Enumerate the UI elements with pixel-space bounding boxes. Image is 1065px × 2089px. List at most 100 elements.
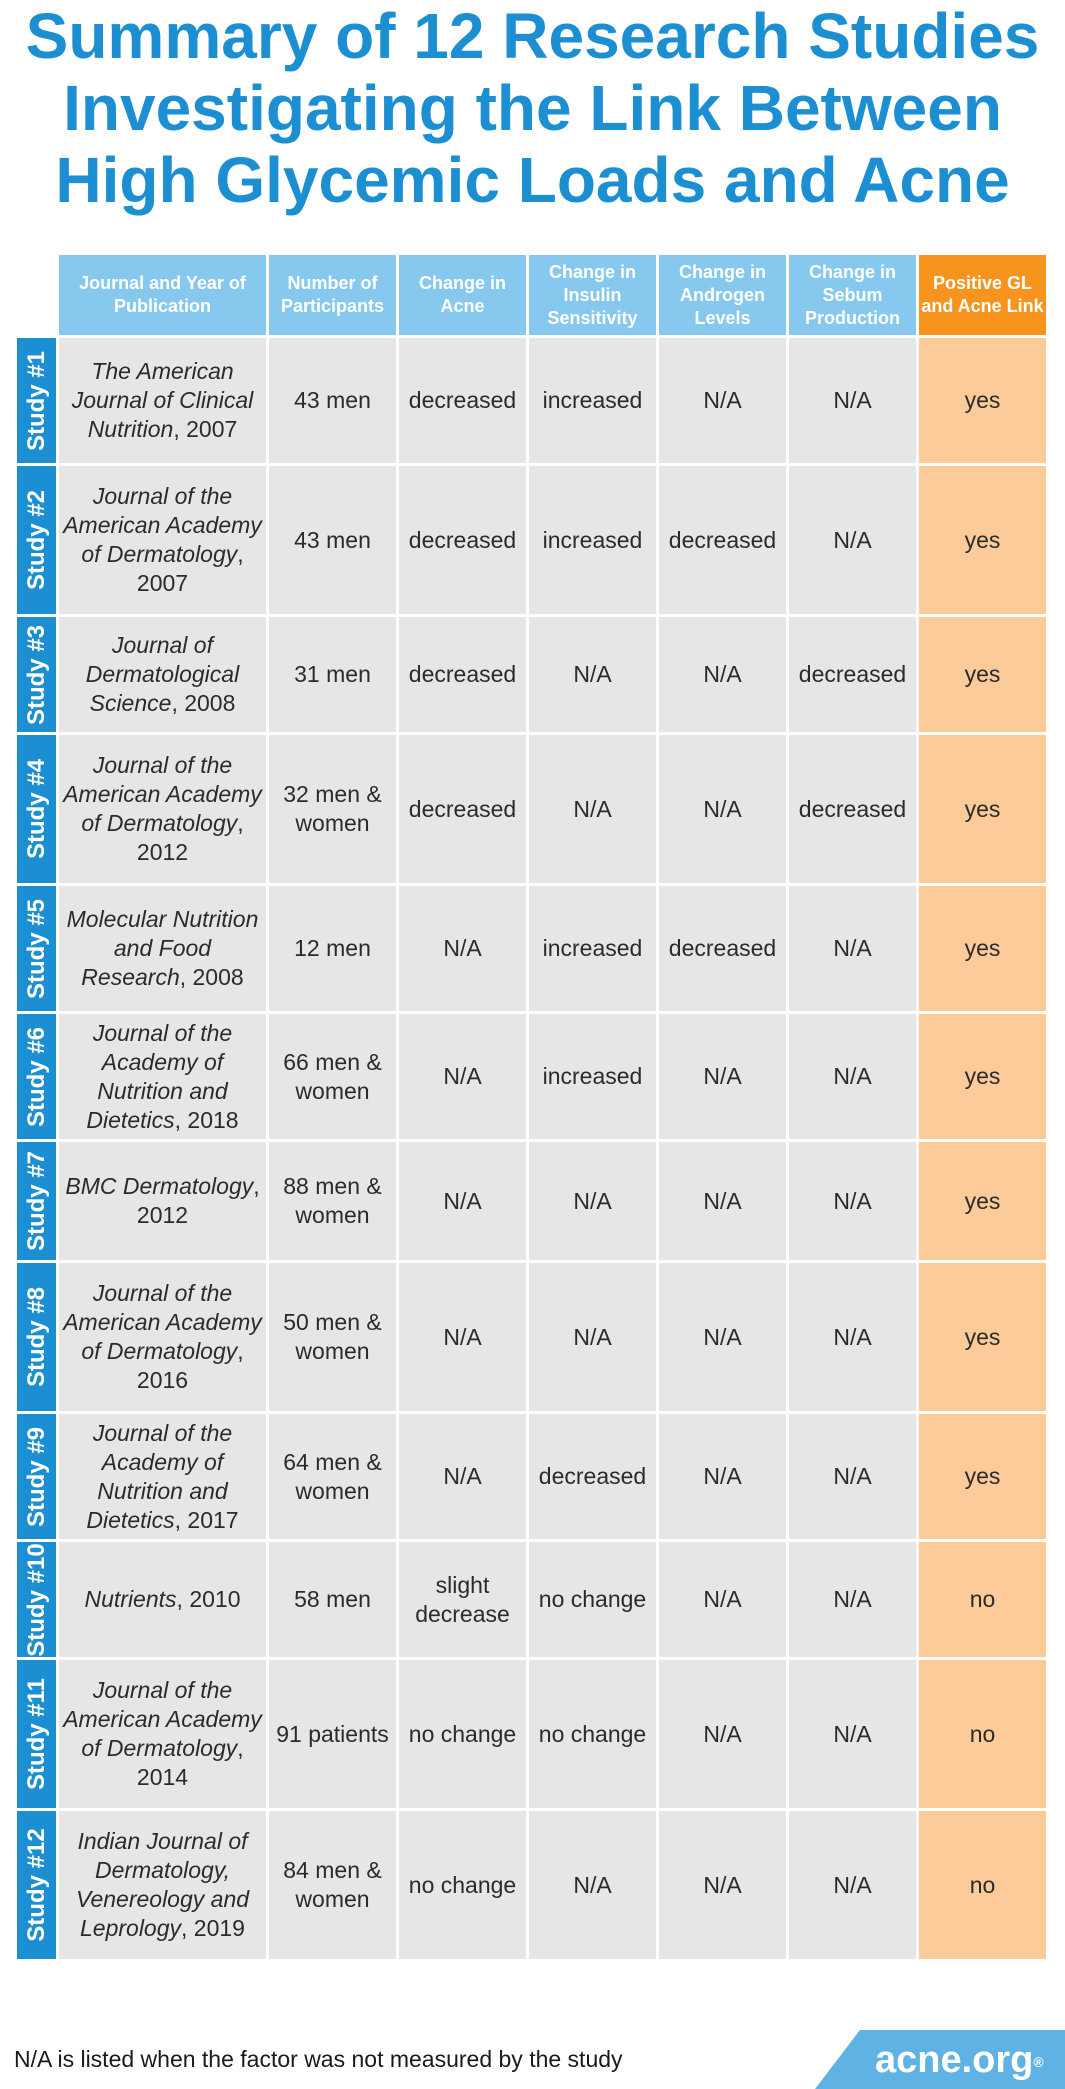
insulin-change-cell: N/A: [529, 735, 656, 883]
acne-change-cell: no change: [399, 1660, 526, 1808]
journal-cell: Molecular Nutrition and Food Research, 2…: [59, 886, 266, 1011]
study-label: Study #7: [22, 1150, 50, 1252]
journal-cell: Indian Journal of Dermatology, Venereolo…: [59, 1811, 266, 1959]
sebum-change-cell: N/A: [789, 1263, 916, 1411]
sebum-change-cell: decreased: [789, 735, 916, 883]
participants-cell: 43 men: [269, 466, 396, 614]
insulin-change-cell: N/A: [529, 617, 656, 732]
androgen-change-cell: N/A: [659, 1811, 786, 1959]
publication-year: , 2012: [136, 810, 244, 865]
publication-year: , 2010: [176, 1586, 241, 1612]
study-label-cell: Study #4: [17, 735, 56, 883]
insulin-change-cell: N/A: [529, 1142, 656, 1260]
androgen-change-cell: N/A: [659, 1142, 786, 1260]
acne-change-cell: decreased: [399, 735, 526, 883]
insulin-change-cell: increased: [529, 338, 656, 463]
acne-change-cell: decreased: [399, 338, 526, 463]
journal-name: BMC Dermatology: [65, 1173, 254, 1199]
androgen-change-cell: N/A: [659, 1014, 786, 1139]
participants-cell: 91 patients: [269, 1660, 396, 1808]
gl-link-cell: yes: [919, 886, 1046, 1011]
insulin-change-cell: N/A: [529, 1811, 656, 1959]
study-label: Study #9: [22, 1426, 50, 1527]
logo-wordmark: acne.org: [875, 2039, 1034, 2081]
table-row: Study #6 Journal of the Academy of Nutrit…: [17, 1014, 1046, 1139]
study-label-cell: Study #9: [17, 1414, 56, 1539]
gl-link-cell: yes: [919, 1263, 1046, 1411]
journal-cell: Journal of the American Academy of Derma…: [59, 1660, 266, 1808]
journal-name: Indian Journal of Dermatology, Venereolo…: [75, 1828, 250, 1941]
gl-link-cell: yes: [919, 1142, 1046, 1260]
insulin-change-cell: no change: [529, 1542, 656, 1657]
participants-cell: 58 men: [269, 1542, 396, 1657]
header-corner: [17, 255, 56, 335]
acne-change-cell: N/A: [399, 1414, 526, 1539]
study-label: Study #10: [22, 1542, 50, 1657]
header-link: Positive GL and Acne Link: [919, 255, 1046, 335]
journal-cell: Journal of the Academy of Nutrition and …: [59, 1014, 266, 1139]
table-row: Study #9 Journal of the Academy of Nutrit…: [17, 1414, 1046, 1539]
study-label-cell: Study #12: [17, 1811, 56, 1959]
journal-cell: Journal of the American Academy of Derma…: [59, 466, 266, 614]
study-label: Study #8: [22, 1286, 50, 1388]
journal-name: Nutrients: [84, 1586, 177, 1612]
androgen-change-cell: decreased: [659, 886, 786, 1011]
table-row: Study #11 Journal of the American Academy…: [17, 1660, 1046, 1808]
study-label-cell: Study #6: [17, 1014, 56, 1139]
header-participants: Number of Participants: [269, 255, 396, 335]
publication-year: , 2008: [171, 690, 236, 716]
androgen-change-cell: N/A: [659, 1542, 786, 1657]
gl-link-cell: no: [919, 1660, 1046, 1808]
publication-year: , 2019: [181, 1915, 245, 1941]
publication-year: , 2018: [174, 1106, 239, 1133]
insulin-change-cell: increased: [529, 466, 656, 614]
table-row: Study #8 Journal of the American Academy …: [17, 1263, 1046, 1411]
androgen-change-cell: N/A: [659, 735, 786, 883]
acne-change-cell: N/A: [399, 1263, 526, 1411]
journal-name: Journal of the American Academy of Derma…: [63, 483, 262, 567]
sebum-change-cell: N/A: [789, 886, 916, 1011]
header-androgen: Change in Androgen Levels: [659, 255, 786, 335]
study-label: Study #4: [22, 758, 50, 860]
sebum-change-cell: N/A: [789, 1414, 916, 1539]
header-acne: Change in Acne: [399, 255, 526, 335]
title-line-1: Summary of 12 Research Studies: [25, 0, 1040, 72]
sebum-change-cell: N/A: [789, 1014, 916, 1139]
journal-name: Journal of Dermatological Science: [85, 632, 240, 716]
participants-cell: 66 men & women: [269, 1014, 396, 1139]
study-label: Study #1: [22, 350, 50, 451]
participants-cell: 84 men & women: [269, 1811, 396, 1959]
study-label: Study #12: [22, 1828, 50, 1942]
journal-name: The American Journal of Clinical Nutriti…: [71, 358, 254, 442]
gl-link-cell: no: [919, 1811, 1046, 1959]
study-label-cell: Study #3: [17, 617, 56, 732]
participants-cell: 64 men & women: [269, 1414, 396, 1539]
study-label-cell: Study #2: [17, 466, 56, 614]
journal-cell: Nutrients, 2010: [59, 1542, 266, 1657]
acne-change-cell: N/A: [399, 886, 526, 1011]
gl-link-cell: yes: [919, 338, 1046, 463]
sebum-change-cell: N/A: [789, 1142, 916, 1260]
insulin-change-cell: increased: [529, 1014, 656, 1139]
acne-change-cell: decreased: [399, 617, 526, 732]
participants-cell: 88 men & women: [269, 1142, 396, 1260]
gl-link-cell: no: [919, 1542, 1046, 1657]
table-row: Study #1 The American Journal of Clinical…: [17, 338, 1046, 463]
table-row: Study #5 Molecular Nutrition and Food Res…: [17, 886, 1046, 1011]
journal-cell: Journal of the American Academy of Derma…: [59, 1263, 266, 1411]
registered-mark: ®: [1033, 2054, 1044, 2070]
study-label-cell: Study #5: [17, 886, 56, 1011]
journal-name: Journal of the American Academy of Derma…: [63, 1677, 262, 1761]
table-row: Study #2 Journal of the American Academy …: [17, 466, 1046, 614]
sebum-change-cell: N/A: [789, 466, 916, 614]
androgen-change-cell: N/A: [659, 1263, 786, 1411]
header-sebum: Change in Sebum Production: [789, 255, 916, 335]
header-row: Journal and Year of Publication Number o…: [17, 255, 1046, 335]
table-row: Study #7 BMC Dermatology, 2012 88 men & wo…: [17, 1142, 1046, 1260]
title-line-3: High Glycemic Loads and Acne: [55, 144, 1010, 216]
table-row: Study #3 Journal of Dermatological Scienc…: [17, 617, 1046, 732]
journal-name: Journal of the Academy of Nutrition and …: [86, 1019, 233, 1133]
acne-change-cell: decreased: [399, 466, 526, 614]
journal-name: Journal of the American Academy of Derma…: [63, 1280, 262, 1364]
publication-year: , 2007: [173, 416, 238, 442]
